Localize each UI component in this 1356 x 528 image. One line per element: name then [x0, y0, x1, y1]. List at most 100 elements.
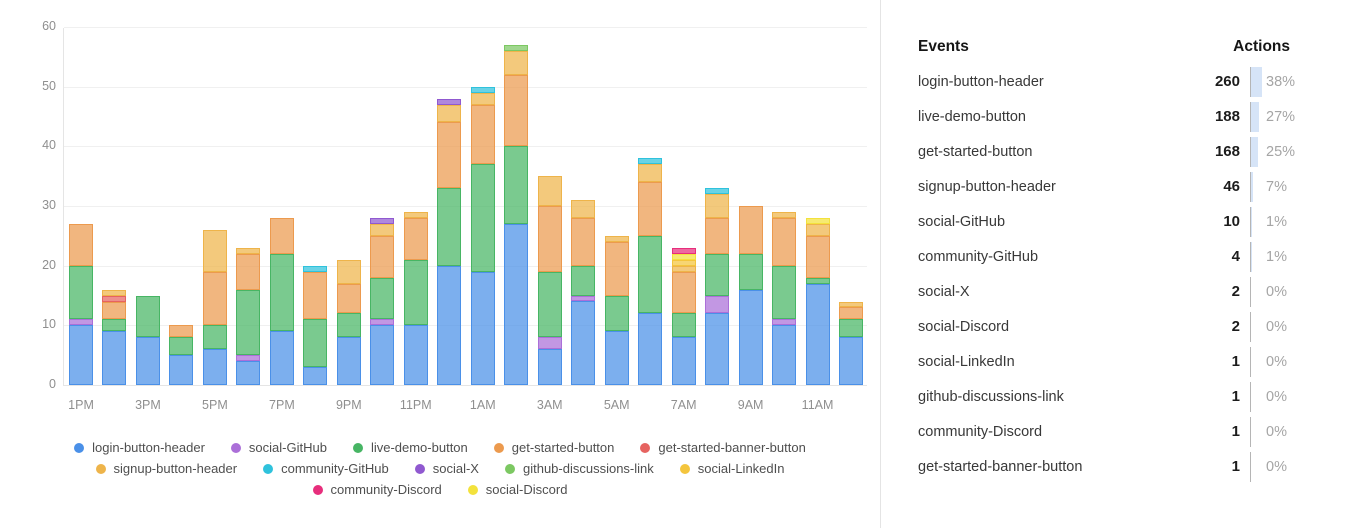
bar-4AM[interactable]: [571, 200, 596, 385]
bar-segment-signup-button-header[interactable]: [705, 194, 730, 218]
event-name[interactable]: community-Discord: [918, 423, 1043, 440]
event-row-social-X[interactable]: social-X 2 0%: [918, 274, 1306, 309]
legend-item-community-Discord[interactable]: community-Discord: [312, 482, 442, 497]
bar-12PM[interactable]: [839, 301, 864, 385]
bar-segment-signup-button-header[interactable]: [470, 92, 495, 105]
legend-item-signup-button-header[interactable]: signup-button-header: [95, 461, 237, 476]
bar-segment-login-button-header[interactable]: [336, 337, 361, 385]
bar-segment-get-started-button[interactable]: [370, 235, 395, 278]
event-name[interactable]: get-started-banner-button: [918, 458, 1083, 475]
bar-segment-login-button-header[interactable]: [705, 313, 730, 385]
bar-segment-login-button-header[interactable]: [738, 289, 763, 385]
legend-item-social-X[interactable]: social-X: [414, 461, 479, 476]
bar-11PM[interactable]: [403, 212, 428, 385]
bar-segment-get-started-button[interactable]: [571, 217, 596, 266]
bar-6PM[interactable]: [236, 247, 261, 385]
event-row-social-Discord[interactable]: social-Discord 2 0%: [918, 309, 1306, 344]
legend-item-social-LinkedIn[interactable]: social-LinkedIn: [679, 461, 784, 476]
bar-segment-get-started-button[interactable]: [336, 283, 361, 314]
event-name[interactable]: social-X: [918, 283, 970, 300]
bar-segment-live-demo-button[interactable]: [202, 325, 227, 350]
bar-segment-get-started-button[interactable]: [470, 104, 495, 165]
bar-segment-live-demo-button[interactable]: [370, 277, 395, 320]
bar-segment-signup-button-header[interactable]: [504, 50, 529, 75]
bar-segment-live-demo-button[interactable]: [102, 319, 127, 332]
bar-segment-social-GitHub[interactable]: [537, 337, 562, 350]
bar-segment-social-Discord[interactable]: [671, 253, 696, 260]
bar-11AM[interactable]: [805, 217, 830, 385]
bar-segment-community-GitHub[interactable]: [303, 265, 328, 272]
bar-segment-get-started-button[interactable]: [839, 307, 864, 320]
event-row-github-discussions-link[interactable]: github-discussions-link 1 0%: [918, 379, 1306, 414]
bar-segment-social-GitHub[interactable]: [370, 319, 395, 326]
bar-segment-live-demo-button[interactable]: [839, 319, 864, 338]
bar-segment-social-LinkedIn[interactable]: [671, 259, 696, 266]
bar-segment-live-demo-button[interactable]: [169, 337, 194, 356]
bar-segment-live-demo-button[interactable]: [671, 313, 696, 338]
bar-segment-live-demo-button[interactable]: [236, 289, 261, 356]
bar-segment-live-demo-button[interactable]: [69, 265, 93, 320]
bar-segment-get-started-button[interactable]: [638, 182, 663, 236]
legend-item-get-started-banner-button[interactable]: get-started-banner-button: [640, 440, 806, 455]
event-name[interactable]: social-Discord: [918, 318, 1010, 335]
bar-segment-live-demo-button[interactable]: [772, 265, 797, 320]
bar-segment-social-X[interactable]: [370, 217, 395, 224]
bar-segment-get-started-button[interactable]: [604, 241, 629, 296]
bar-segment-signup-button-header[interactable]: [102, 289, 127, 296]
event-row-get-started-button[interactable]: get-started-button 168 25%: [918, 134, 1306, 169]
bar-segment-login-button-header[interactable]: [169, 355, 194, 385]
bar-12AM[interactable]: [437, 98, 462, 385]
bar-segment-live-demo-button[interactable]: [805, 277, 830, 284]
bar-segment-social-X[interactable]: [437, 98, 462, 105]
bar-segment-live-demo-button[interactable]: [537, 271, 562, 338]
event-row-community-Discord[interactable]: community-Discord 1 0%: [918, 414, 1306, 449]
bar-segment-social-GitHub[interactable]: [69, 319, 93, 326]
bar-segment-social-GitHub[interactable]: [772, 319, 797, 326]
bar-segment-live-demo-button[interactable]: [403, 259, 428, 326]
bar-segment-get-started-button[interactable]: [403, 217, 428, 260]
event-name[interactable]: github-discussions-link: [918, 388, 1064, 405]
event-name[interactable]: get-started-button: [918, 143, 1033, 160]
event-name[interactable]: community-GitHub: [918, 248, 1039, 265]
legend-item-social-Discord[interactable]: social-Discord: [467, 482, 567, 497]
bar-segment-login-button-header[interactable]: [604, 331, 629, 385]
bar-segment-signup-button-header[interactable]: [370, 223, 395, 236]
bar-segment-signup-button-header[interactable]: [604, 235, 629, 242]
event-name[interactable]: signup-button-header: [918, 178, 1056, 195]
bar-segment-signup-button-header[interactable]: [571, 200, 596, 218]
bar-10AM[interactable]: [772, 212, 797, 385]
bar-3PM[interactable]: [135, 295, 160, 385]
bar-10PM[interactable]: [370, 217, 395, 385]
legend-item-login-button-header[interactable]: login-button-header: [74, 440, 205, 455]
bar-segment-live-demo-button[interactable]: [336, 313, 361, 338]
bar-segment-login-button-header[interactable]: [772, 325, 797, 385]
bar-segment-signup-button-header[interactable]: [839, 301, 864, 308]
event-name[interactable]: login-button-header: [918, 73, 1044, 90]
bar-segment-get-started-button[interactable]: [705, 217, 730, 254]
bar-segment-login-button-header[interactable]: [403, 325, 428, 385]
bar-segment-community-GitHub[interactable]: [470, 86, 495, 93]
bar-segment-get-started-button[interactable]: [671, 271, 696, 314]
bar-6AM[interactable]: [638, 158, 663, 385]
bar-segment-login-button-header[interactable]: [269, 331, 294, 385]
bar-3AM[interactable]: [537, 176, 562, 385]
bar-segment-login-button-header[interactable]: [805, 283, 830, 385]
bar-segment-live-demo-button[interactable]: [470, 164, 495, 272]
bar-segment-login-button-header[interactable]: [69, 325, 93, 385]
bar-segment-get-started-button[interactable]: [537, 206, 562, 272]
bar-segment-login-button-header[interactable]: [102, 331, 127, 385]
bar-segment-community-Discord[interactable]: [671, 247, 696, 254]
bar-segment-login-button-header[interactable]: [571, 301, 596, 385]
bar-segment-login-button-header[interactable]: [236, 361, 261, 385]
bar-segment-get-started-button[interactable]: [805, 235, 830, 278]
event-row-signup-button-header[interactable]: signup-button-header 46 7%: [918, 169, 1306, 204]
bar-segment-get-started-button[interactable]: [202, 271, 227, 326]
bar-segment-signup-button-header[interactable]: [202, 229, 227, 272]
event-row-get-started-banner-button[interactable]: get-started-banner-button 1 0%: [918, 449, 1306, 484]
bar-segment-login-button-header[interactable]: [638, 313, 663, 385]
legend-item-github-discussions-link[interactable]: github-discussions-link: [504, 461, 654, 476]
bar-segment-login-button-header[interactable]: [437, 265, 462, 385]
bar-segment-get-started-button[interactable]: [69, 223, 93, 266]
bar-segment-signup-button-header[interactable]: [437, 104, 462, 123]
legend-item-social-GitHub[interactable]: social-GitHub: [230, 440, 327, 455]
